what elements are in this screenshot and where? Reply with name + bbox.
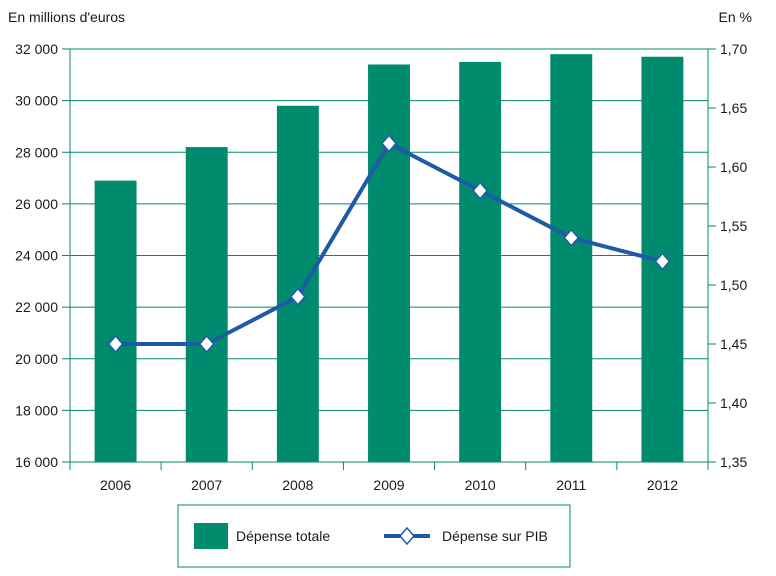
left-axis-tick-label: 30 000 (15, 93, 58, 109)
legend-box (177, 504, 571, 568)
axes: 16 000 18 000 20 000 22 000 24 000 26 000 28 0… (15, 41, 747, 493)
point-depense-sur-pib-2009 (381, 134, 397, 153)
x-axis-tick-label-2008: 2008 (282, 477, 313, 493)
point-depense-sur-pib-2006 (107, 334, 124, 354)
right-axis-tick-label: 1,60 (720, 159, 747, 175)
legend-diamond-marker (399, 526, 415, 546)
legend-label-depense-sur-pib: Dépense sur PIB (442, 528, 548, 544)
x-axis-tick-label-2011: 2011 (556, 477, 586, 493)
legend: Dépense totale Dépense sur PIB (177, 504, 571, 568)
left-axis-tick-label: 32 000 (15, 41, 58, 57)
right-axis-tick-label: 1,35 (720, 454, 747, 470)
left-axis-tick-label: 24 000 (15, 248, 58, 264)
bar-depense-totale-2008 (276, 105, 319, 462)
bar-depense-totale-2011 (550, 54, 593, 462)
right-axis-tick-label: 1,55 (720, 218, 747, 234)
bar-depense-totale-2009 (368, 64, 410, 463)
x-axis-tick-label-2006: 2006 (100, 477, 131, 493)
x-axis-tick-label-2009: 2009 (373, 477, 404, 493)
point-depense-sur-pib-2010 (472, 181, 489, 200)
x-axis-tick-label-2007: 2007 (191, 477, 222, 493)
right-axis-tick-label: 1,70 (720, 41, 747, 57)
right-axis-tick-label: 1,45 (720, 336, 747, 352)
legend-label-depense-totale: Dépense totale (236, 528, 330, 544)
point-depense-sur-pib-2007 (198, 334, 215, 354)
bar-depense-totale-2006 (94, 180, 137, 463)
right-axis-tick-label: 1,40 (720, 395, 747, 411)
line-series (107, 134, 671, 354)
point-depense-sur-pib-2008 (289, 287, 306, 306)
point-depense-sur-pib-2012 (654, 252, 671, 271)
left-axis-tick-label: 16 000 (15, 454, 58, 470)
left-axis-tick-label: 20 000 (15, 351, 58, 367)
x-axis-tick-label-2010: 2010 (465, 477, 496, 493)
left-axis-tick-label: 22 000 (15, 299, 58, 315)
bar-series (94, 54, 684, 463)
x-axis-tick-label-2012: 2012 (647, 477, 678, 493)
left-axis-tick-label: 26 000 (15, 196, 58, 212)
right-axis-tick-label: 1,50 (720, 277, 747, 293)
left-axis-unit-label: En millions d'euros (8, 9, 125, 25)
legend-swatch-depense-totale (194, 523, 228, 549)
left-axis-tick-label: 18 000 (15, 402, 58, 418)
bar-depense-totale-2007 (185, 147, 228, 462)
right-axis-tick-label: 1,65 (720, 100, 747, 116)
left-axis-tick-label: 28 000 (15, 144, 58, 160)
point-depense-sur-pib-2011 (563, 228, 580, 247)
bar-depense-totale-2010 (459, 61, 502, 462)
right-axis-unit-label: En % (719, 9, 752, 25)
